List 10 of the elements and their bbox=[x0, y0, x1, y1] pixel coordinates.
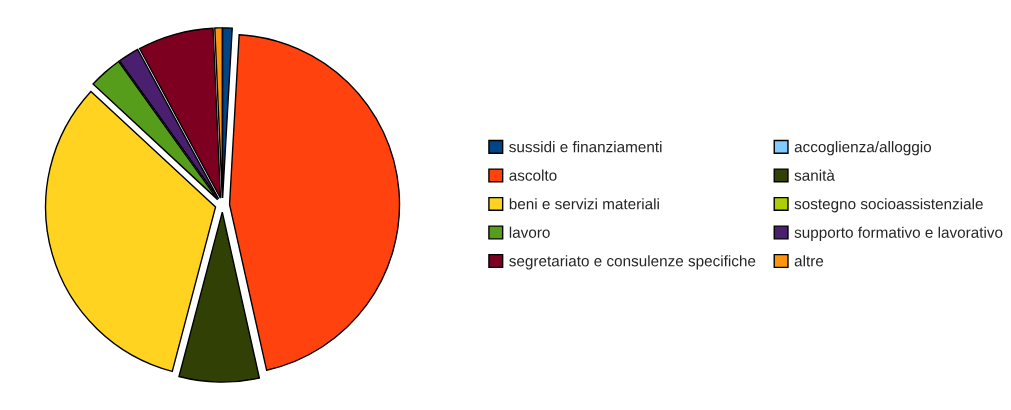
legend-label: accoglienza/alloggio bbox=[794, 141, 932, 156]
legend-label: supporto formativo e lavorativo bbox=[794, 226, 1003, 241]
legend-label: segretariato e consulenze specifiche bbox=[509, 255, 756, 270]
legend-label: altre bbox=[794, 255, 824, 267]
legend-label: sussidi e finanziamenti bbox=[509, 141, 662, 153]
legend-label: sostegno socioassistenziale bbox=[794, 198, 983, 213]
legend-label: ascolto bbox=[509, 169, 557, 181]
legend-label: beni e servizi materiali bbox=[509, 198, 659, 210]
legend-label: lavoro bbox=[509, 226, 550, 238]
legend-label: sanità bbox=[794, 169, 835, 181]
